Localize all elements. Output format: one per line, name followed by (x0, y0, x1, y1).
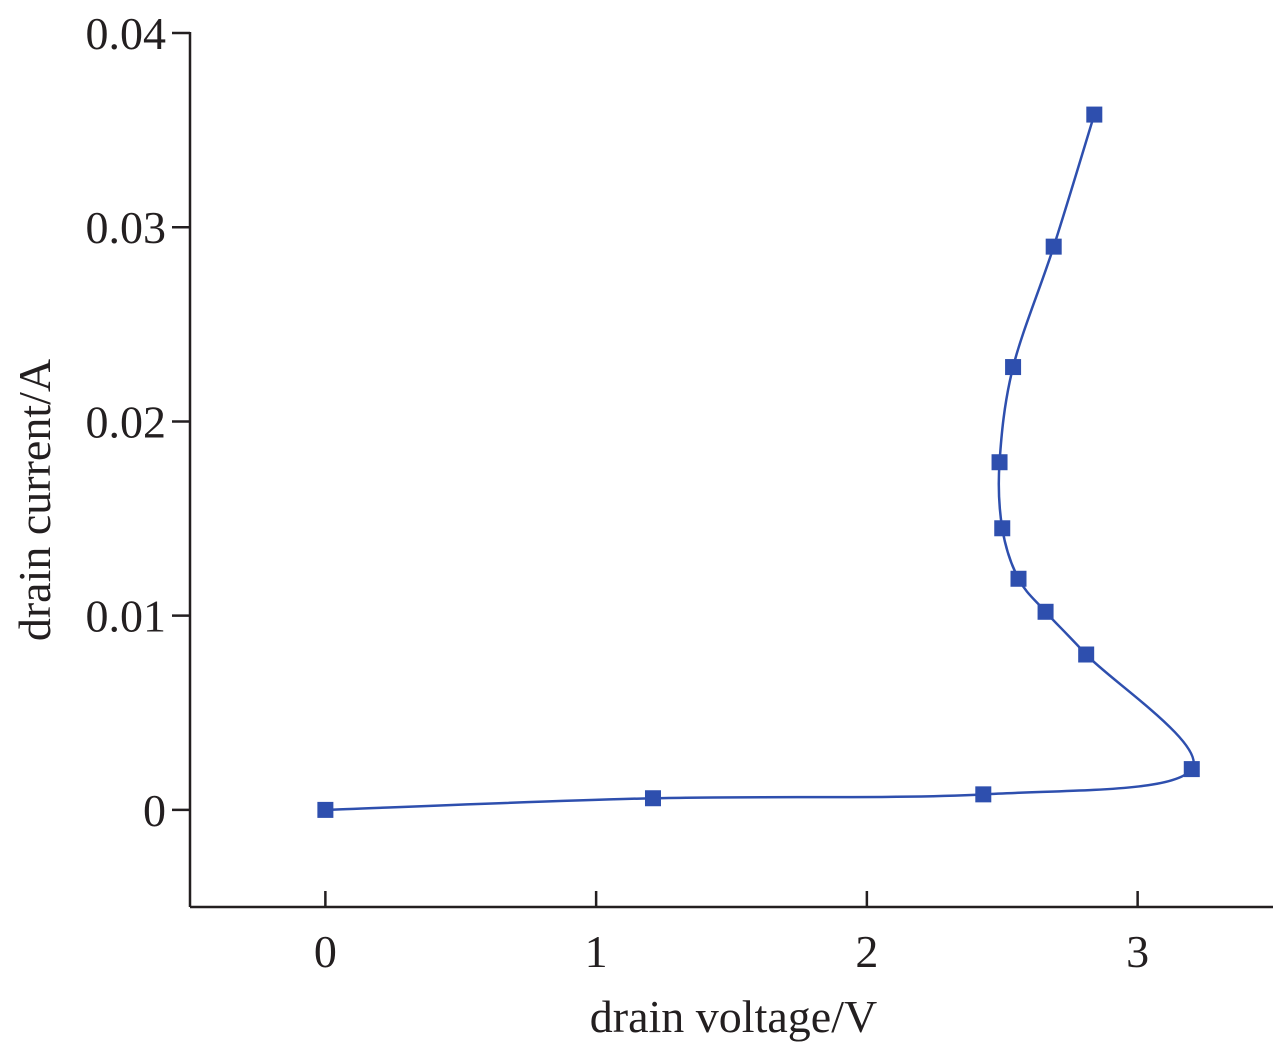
x-axis-title: drain voltage/V (590, 991, 877, 1042)
data-point-marker (317, 801, 334, 818)
x-ticks: 0 1 2 3 (314, 891, 1149, 977)
series-line (325, 114, 1195, 812)
axes (188, 32, 1273, 909)
data-point-marker (1078, 646, 1095, 663)
y-tick-label: 0.04 (86, 8, 167, 59)
y-ticks: 0 0.01 0.02 0.03 0.04 (86, 8, 190, 836)
data-point-marker (1086, 106, 1103, 123)
data-point-marker (994, 520, 1011, 537)
data-point-marker (1005, 359, 1022, 376)
x-tick-label: 1 (585, 926, 608, 977)
x-tick-label: 3 (1126, 926, 1149, 977)
data-point-marker (975, 786, 992, 803)
data-point-marker (644, 790, 661, 807)
data-point-marker (1010, 570, 1027, 587)
y-tick-label: 0.03 (86, 202, 167, 253)
data-point-marker (991, 454, 1008, 471)
data-point-marker (1183, 761, 1200, 778)
data-point-marker (1045, 238, 1062, 255)
x-tick-label: 2 (855, 926, 878, 977)
y-tick-label: 0 (143, 785, 166, 836)
data-point-marker (1037, 603, 1054, 620)
data-markers (317, 106, 1200, 818)
y-axis-title: drain current/A (9, 359, 60, 641)
y-tick-label: 0.01 (86, 591, 167, 642)
x-tick-label: 0 (314, 926, 337, 977)
y-tick-label: 0.02 (86, 396, 167, 447)
